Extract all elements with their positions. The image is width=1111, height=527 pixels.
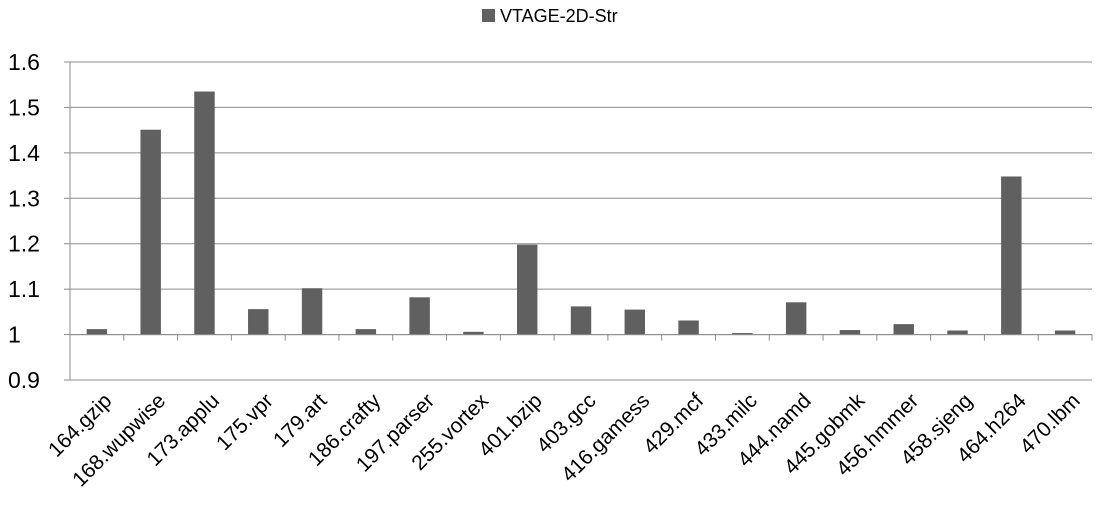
bar — [839, 330, 861, 335]
x-tick-label: 470.lbm — [1016, 389, 1085, 458]
x-tick-label: 175.vpr — [212, 389, 278, 455]
bar — [893, 324, 914, 335]
bars — [86, 91, 1076, 335]
bar — [463, 331, 484, 335]
bar — [355, 329, 377, 335]
bar — [140, 129, 161, 335]
y-tick-label: 1.1 — [8, 276, 40, 302]
bar — [732, 333, 753, 335]
y-tick-label: 1.5 — [8, 94, 40, 120]
y-tick-label: 1.2 — [8, 231, 40, 257]
x-axis-labels: 164.gzip168.wupwise173.applu175.vpr179.a… — [44, 389, 1085, 491]
bar — [570, 306, 592, 335]
bar — [194, 91, 215, 335]
bar — [86, 329, 108, 335]
bar — [785, 302, 807, 335]
x-tick-label: 168.wupwise — [68, 389, 170, 491]
legend-swatch — [482, 9, 495, 22]
legend: VTAGE-2D-Str — [482, 6, 618, 26]
bar — [248, 309, 269, 335]
y-axis: 0.9 1 1.1 1.2 1.3 1.4 1.5 1.6 — [8, 49, 71, 393]
legend-label: VTAGE-2D-Str — [500, 6, 618, 26]
bar — [516, 244, 538, 335]
y-tick-label: 1 — [8, 322, 21, 348]
y-tick-label: 1.6 — [8, 49, 40, 75]
bar — [947, 330, 968, 335]
y-tick-label: 1.4 — [8, 140, 40, 166]
bar — [678, 320, 699, 335]
y-tick-label: 1.3 — [8, 185, 40, 211]
y-tick-label: 0.9 — [8, 367, 40, 393]
x-axis — [69, 334, 1093, 341]
bar — [409, 297, 430, 335]
bar — [624, 309, 646, 335]
bar — [1054, 330, 1076, 335]
bar — [301, 288, 323, 335]
bar — [1001, 176, 1022, 335]
